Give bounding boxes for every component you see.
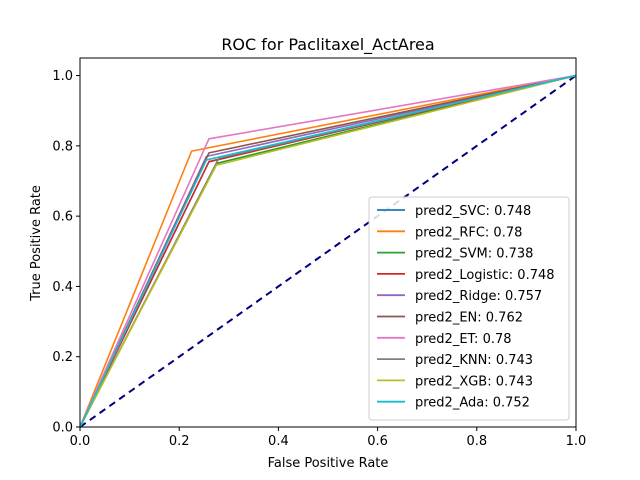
plot-frame bbox=[79, 57, 577, 428]
series-line-6 bbox=[79, 74, 577, 428]
legend-label-9: pred2_Ada: 0.752 bbox=[415, 396, 530, 411]
y-tick-label-0: 0.0 bbox=[52, 421, 73, 436]
legend-label-4: pred2_Ridge: 0.757 bbox=[415, 289, 542, 304]
legend-label-7: pred2_KNN: 0.743 bbox=[415, 353, 533, 368]
legend-label-0: pred2_SVC: 0.748 bbox=[415, 204, 531, 219]
legend-label-5: pred2_EN: 0.762 bbox=[415, 311, 523, 326]
series-line-9 bbox=[79, 74, 577, 428]
series-line-1 bbox=[79, 74, 577, 428]
y-tick-label-5: 1.0 bbox=[52, 69, 73, 84]
y-tick-label-4: 0.8 bbox=[52, 139, 73, 154]
x-axis-label: False Positive Rate bbox=[268, 456, 389, 471]
y-tick-label-1: 0.2 bbox=[52, 350, 73, 365]
x-tick-label-3: 0.6 bbox=[367, 434, 388, 449]
x-axis-ticks: 0.0 0.2 0.4 0.6 0.8 1.0 bbox=[70, 427, 587, 449]
series-line-8 bbox=[79, 74, 577, 428]
plot-area bbox=[79, 57, 577, 428]
x-tick-label-0: 0.0 bbox=[70, 434, 91, 449]
x-tick-label-5: 1.0 bbox=[566, 434, 587, 449]
legend: pred2_SVC: 0.748 pred2_RFC: 0.78 pred2_SVM… bbox=[368, 196, 570, 421]
legend-label-6: pred2_ET: 0.78 bbox=[415, 332, 512, 347]
diagonal-reference-line bbox=[79, 74, 577, 428]
x-tick-label-4: 0.8 bbox=[466, 434, 487, 449]
x-tick-label-2: 0.4 bbox=[268, 434, 289, 449]
legend-label-1: pred2_RFC: 0.78 bbox=[415, 225, 522, 240]
y-tick-label-3: 0.6 bbox=[52, 210, 73, 225]
y-axis-label: True Positive Rate bbox=[29, 185, 44, 302]
x-tick-label-1: 0.2 bbox=[169, 434, 190, 449]
y-axis-ticks: 0.0 0.2 0.4 0.6 0.8 1.0 bbox=[52, 69, 80, 436]
legend-box bbox=[368, 196, 570, 421]
legend-label-3: pred2_Logistic: 0.748 bbox=[415, 268, 555, 283]
y-tick-label-2: 0.4 bbox=[52, 280, 73, 295]
legend-label-2: pred2_SVM: 0.738 bbox=[415, 247, 533, 262]
chart-title: ROC for Paclitaxel_ActArea bbox=[221, 35, 434, 55]
legend-label-8: pred2_XGB: 0.743 bbox=[415, 374, 533, 389]
